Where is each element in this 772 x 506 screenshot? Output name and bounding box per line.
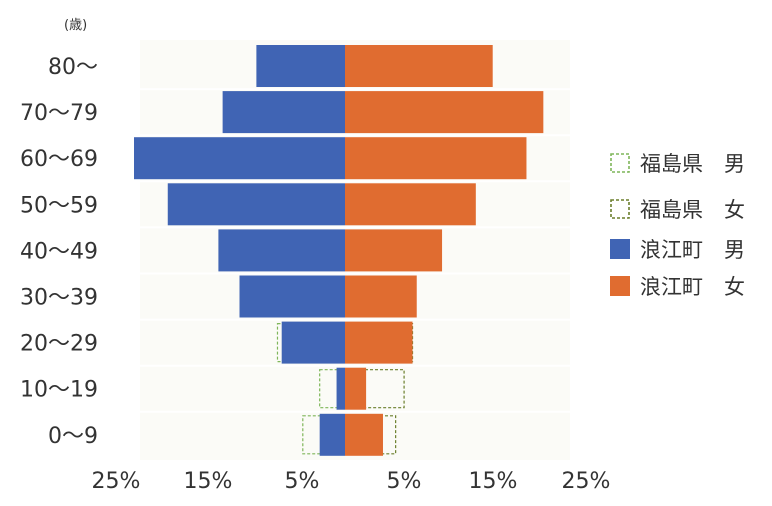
namie-male-bar xyxy=(167,183,345,226)
y-tick-label: 20～29 xyxy=(20,332,98,357)
namie-bars xyxy=(134,45,570,456)
y-tick-label: 80～ xyxy=(48,55,98,80)
legend-swatch-dashed xyxy=(610,199,630,219)
y-tick-label: 60～69 xyxy=(20,147,98,172)
x-tick-label: 25% xyxy=(562,469,611,494)
namie-female-bar xyxy=(345,367,367,410)
legend-label: 浪江町 女 xyxy=(640,275,745,299)
age-unit-label: (歳) xyxy=(64,18,87,33)
namie-male-bar xyxy=(281,321,345,364)
namie-male-bar xyxy=(239,275,345,318)
namie-male-bar xyxy=(222,91,345,134)
namie-female-bar xyxy=(345,275,417,318)
x-tick-label: 15% xyxy=(469,469,518,494)
y-tick-label: 0～9 xyxy=(48,424,98,449)
namie-female-bar xyxy=(345,183,476,226)
x-tick-label: 5% xyxy=(387,469,422,494)
legend-label: 浪江町 男 xyxy=(640,238,745,262)
y-tick-label: 40～49 xyxy=(20,239,98,264)
namie-female-bar xyxy=(345,229,443,272)
y-tick-label: 30～39 xyxy=(20,286,98,311)
namie-female-bar xyxy=(345,91,544,134)
legend-swatch-solid xyxy=(610,239,630,259)
namie-male-bar xyxy=(256,45,345,87)
x-tick-label: 25% xyxy=(92,469,141,494)
y-axis-labels: 80～ 70～79 60～69 50～59 40～49 30～39 20～29 10～19 0～… xyxy=(20,55,98,449)
legend-label: 福島県 女 xyxy=(640,198,745,222)
x-tick-label: 15% xyxy=(184,469,233,494)
namie-female-bar xyxy=(345,137,527,180)
y-tick-label: 70～79 xyxy=(20,101,98,126)
legend-swatch-dashed xyxy=(610,153,630,173)
namie-male-bar xyxy=(218,229,345,272)
x-axis-labels: 25% 15% 5% 5% 15% 25% xyxy=(92,469,611,494)
namie-female-bar xyxy=(345,45,493,87)
x-tick-label: 5% xyxy=(285,469,320,494)
namie-male-bar xyxy=(319,413,345,456)
namie-male-bar xyxy=(336,367,345,410)
namie-female-bar xyxy=(345,321,413,364)
legend-label: 福島県 男 xyxy=(640,152,745,176)
legend-swatch-solid xyxy=(610,276,630,296)
fukushima-male-bar xyxy=(319,369,346,409)
y-tick-label: 50～59 xyxy=(20,193,98,218)
namie-female-bar xyxy=(345,413,383,456)
namie-male-bar xyxy=(134,137,345,180)
y-tick-label: 10～19 xyxy=(20,378,98,403)
